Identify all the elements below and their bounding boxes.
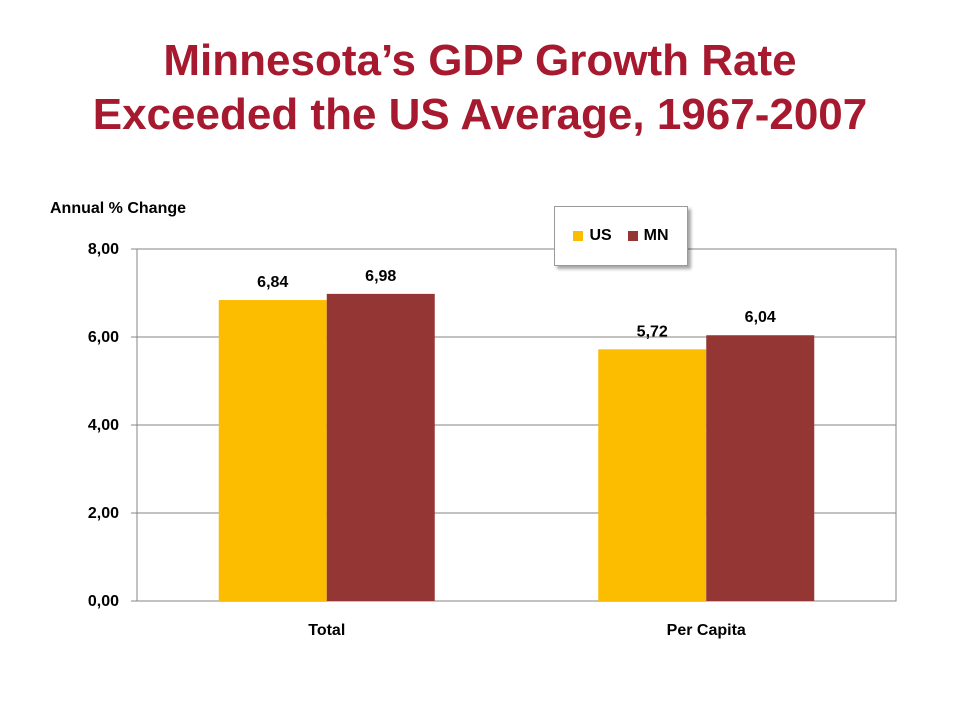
bar-us-per-capita [598, 349, 707, 601]
bar-mn-total [326, 293, 435, 601]
y-tick-label: 2,00 [88, 505, 119, 522]
legend-label: US [589, 227, 612, 244]
y-tick-label: 4,00 [88, 417, 119, 434]
y-tick-label: 0,00 [88, 593, 119, 610]
data-label: 5,72 [637, 323, 668, 340]
data-label: 6,84 [257, 274, 288, 291]
title-line-1: Minnesota’s GDP Growth Rate [163, 36, 797, 85]
legend: US MN [554, 206, 688, 266]
legend-item-mn: MN [627, 227, 669, 245]
legend-swatch [627, 231, 638, 241]
legend-item-us: US [573, 227, 612, 245]
data-label: 6,04 [745, 309, 776, 326]
x-tick-label: Per Capita [667, 622, 746, 639]
chart-title: Minnesota’s GDP Growth Rate Exceeded the… [0, 34, 960, 142]
y-tick-label: 6,00 [88, 329, 119, 346]
legend-label: MN [643, 227, 669, 244]
x-tick-label: Total [308, 622, 345, 639]
data-label: 6,98 [365, 268, 396, 285]
legend-swatch [573, 231, 584, 241]
bar-mn-per-capita [706, 335, 815, 601]
y-tick-label: 8,00 [88, 241, 119, 258]
title-line-2: Exceeded the US Average, 1967-2007 [92, 90, 868, 139]
y-axis-label: Annual % Change [50, 200, 187, 217]
bar-us-total [218, 300, 327, 601]
